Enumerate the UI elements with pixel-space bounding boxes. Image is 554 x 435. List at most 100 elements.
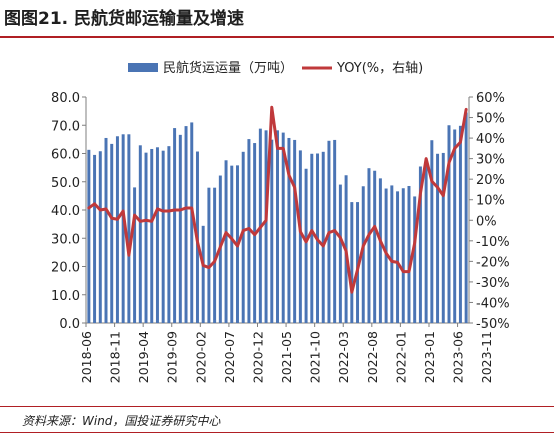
x-tick-label: 2019-09 (165, 331, 180, 383)
bar (138, 145, 142, 323)
legend-label-line: YOY(%，右轴) (336, 61, 423, 76)
bar (133, 187, 137, 323)
bar (224, 160, 228, 323)
bar (424, 161, 428, 323)
left-tick-label: 20.0 (51, 261, 80, 276)
right-tick-label: 50% (476, 112, 505, 127)
bar (127, 134, 131, 323)
figure-title: 图图21. 民航货邮运输量及增速 (4, 9, 245, 29)
bar (458, 125, 462, 323)
bar (441, 152, 445, 323)
bar (207, 187, 211, 323)
bar (110, 143, 114, 323)
bar (436, 153, 440, 323)
x-tick-label: 2020-12 (250, 331, 265, 383)
title-rule (0, 36, 554, 38)
left-tick-label: 0.0 (59, 317, 80, 332)
bar (304, 168, 308, 323)
bar (361, 186, 365, 323)
right-tick-label: 30% (476, 153, 505, 168)
right-tick-label: -20% (476, 255, 510, 270)
right-tick-label: -50% (476, 317, 510, 332)
bar (270, 139, 274, 323)
bar (413, 196, 417, 323)
left-tick-label: 30.0 (51, 232, 80, 247)
axis-labels: 0.0 10.0 20.0 30.0 40.0 50.0 60.0 70.0 80.0 -50% -… (51, 91, 510, 383)
x-tick-label: 2022-01 (393, 331, 408, 383)
yoy-line (87, 105, 468, 294)
bar (115, 136, 119, 323)
right-tick-label: 40% (476, 132, 505, 147)
bar (350, 202, 354, 323)
bar (276, 130, 279, 323)
legend-label-bar: 民航货运运量（万吨） (163, 60, 293, 76)
bar (367, 168, 371, 323)
x-tick-label: 2023-11 (479, 331, 494, 383)
right-tick-label: 10% (476, 194, 505, 209)
right-tick-label: 60% (476, 91, 505, 106)
x-tick-label: 2021-10 (308, 331, 323, 383)
right-tick-label: -10% (476, 235, 510, 250)
left-tick-label: 60.0 (51, 148, 80, 163)
bar (190, 122, 194, 323)
bar (281, 132, 285, 323)
bar (178, 134, 182, 323)
bar (247, 139, 251, 323)
x-tick-label: 2023-06 (451, 331, 466, 383)
bar (401, 188, 405, 323)
bar (293, 139, 297, 323)
bar (241, 151, 245, 323)
x-tick-label: 2023-01 (422, 331, 437, 383)
bar (230, 165, 234, 323)
bar (173, 128, 177, 323)
right-tick-label: 20% (476, 173, 505, 188)
bar (430, 140, 434, 323)
left-tick-label: 70.0 (51, 119, 80, 134)
bar (264, 130, 268, 323)
bar (310, 153, 314, 323)
left-tick-label: 40.0 (51, 204, 80, 219)
left-tick-label: 80.0 (51, 91, 80, 106)
bar (87, 149, 91, 323)
bar (418, 166, 422, 323)
bar (93, 154, 97, 323)
x-tick-label: 2022-03 (336, 331, 351, 383)
x-tick-label: 2019-04 (136, 331, 151, 383)
bar (167, 146, 171, 323)
right-tick-label: 0% (476, 214, 497, 229)
bar (356, 202, 360, 323)
bar (104, 137, 108, 323)
x-tick-label: 2020-07 (222, 331, 237, 383)
source-rule (0, 406, 554, 407)
bar (287, 137, 291, 323)
bar (161, 150, 165, 323)
bar (378, 178, 382, 323)
x-tick-label: 2018-11 (108, 331, 123, 383)
bottom-rule (0, 432, 554, 433)
x-tick-label: 2018-06 (79, 331, 94, 383)
bar (373, 170, 377, 323)
bar (407, 185, 411, 323)
source-note: 资料来源：Wind，国投证券研究中心 (22, 414, 221, 428)
bar (150, 148, 154, 323)
x-tick-label: 2022-08 (365, 331, 380, 383)
bar (464, 112, 468, 323)
legend: 民航货运运量（万吨） YOY(%，右轴) (128, 60, 423, 76)
bar (390, 185, 394, 323)
bar (453, 129, 457, 323)
left-tick-label: 50.0 (51, 176, 80, 191)
left-tick-label: 10.0 (51, 289, 80, 304)
bar (184, 126, 188, 323)
right-tick-label: -40% (476, 296, 510, 311)
bar (144, 152, 148, 323)
bar (298, 150, 302, 323)
bar (321, 151, 325, 323)
bar (155, 147, 159, 323)
right-tick-label: -30% (476, 276, 510, 291)
bar (338, 184, 342, 323)
x-tick-label: 2021-05 (279, 331, 294, 383)
bar (121, 134, 125, 323)
bar (213, 187, 217, 323)
bar (98, 151, 102, 323)
